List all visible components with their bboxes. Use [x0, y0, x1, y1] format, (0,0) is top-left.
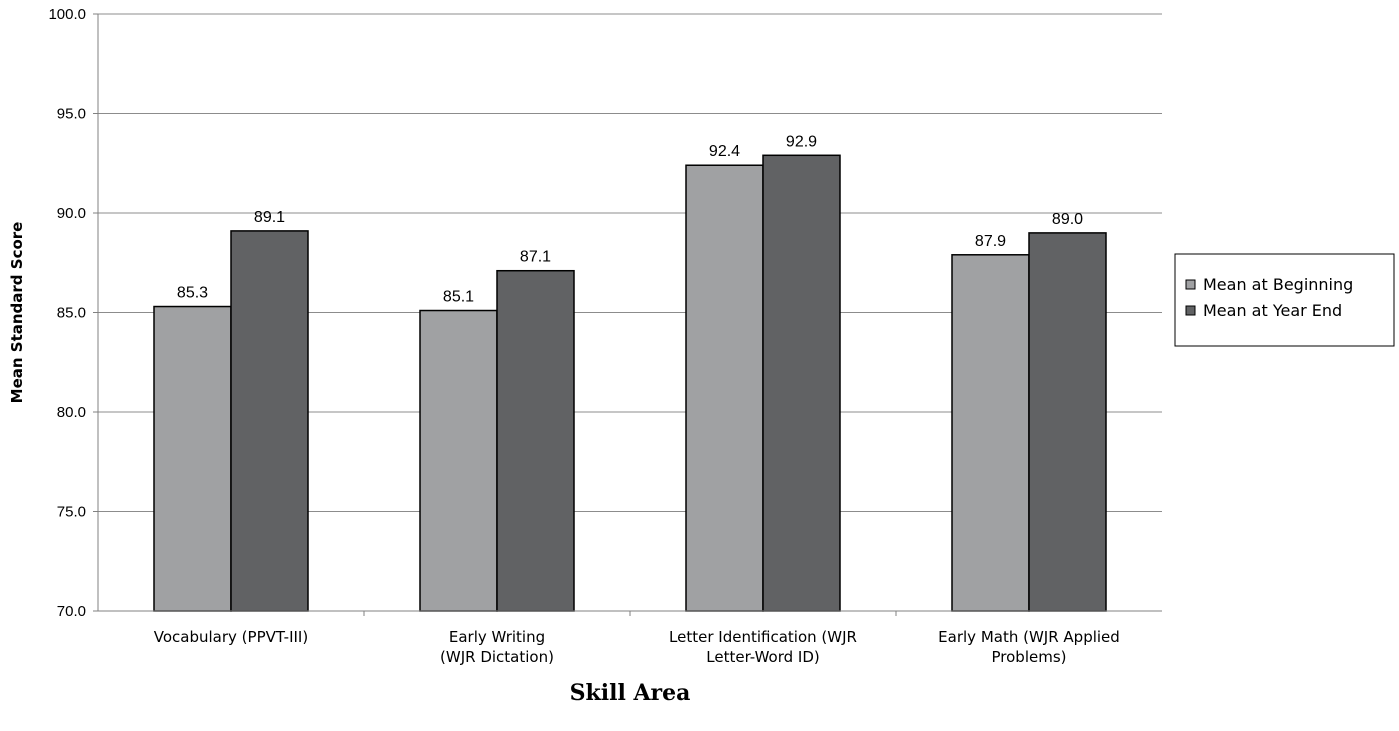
x-axis-label: Skill Area: [570, 680, 691, 706]
x-category-label: Letter Identification (WJR: [669, 628, 857, 646]
y-tick-label: 80.0: [57, 404, 86, 421]
data-label: 92.9: [786, 133, 817, 150]
x-category-label: Problems): [992, 648, 1067, 666]
data-label: 92.4: [709, 143, 740, 160]
bar: [685, 164, 764, 612]
bar: [1028, 232, 1107, 612]
data-label: 85.3: [177, 285, 208, 302]
data-labels: 85.3 89.1 85.1 87.1 92.4 92.9 87.9 89.0: [177, 133, 1083, 305]
data-label: 85.1: [443, 289, 474, 306]
legend: Mean at Beginning Mean at Year End: [1174, 253, 1395, 347]
legend-box: [1174, 253, 1395, 347]
data-label: 87.1: [520, 249, 551, 266]
legend-swatch: [1185, 279, 1196, 290]
y-tick-label: 100.0: [48, 6, 86, 23]
x-category-label: Early Writing: [449, 628, 545, 646]
legend-swatch: [1185, 305, 1196, 316]
x-category-label: Early Math (WJR Applied: [938, 628, 1120, 646]
x-category-label: (WJR Dictation): [440, 648, 554, 666]
bar: [419, 309, 498, 612]
y-axis-ticks: 70.0 75.0 80.0 85.0 90.0 95.0 100.0: [48, 6, 98, 620]
x-category-label: Letter-Word ID): [706, 648, 819, 666]
data-label: 89.0: [1052, 211, 1083, 228]
y-tick-label: 70.0: [57, 603, 86, 620]
y-axis-label: Mean Standard Score: [8, 222, 26, 404]
data-label: 89.1: [254, 209, 285, 226]
data-label: 87.9: [975, 233, 1006, 250]
bar: [951, 254, 1030, 612]
bar: [496, 269, 575, 612]
legend-entry: Mean at Year End: [1203, 301, 1342, 320]
y-tick-label: 95.0: [57, 106, 86, 123]
bars: [153, 154, 1107, 612]
bar: [153, 305, 232, 612]
bar: [762, 154, 841, 612]
y-tick-label: 90.0: [57, 205, 86, 222]
x-axis-categories: Vocabulary (PPVT-III) Early Writing (WJR D…: [154, 611, 1120, 666]
legend-entry: Mean at Beginning: [1203, 275, 1353, 294]
x-category-label: Vocabulary (PPVT-III): [154, 628, 308, 646]
y-tick-label: 75.0: [57, 504, 86, 521]
bar: [230, 230, 309, 612]
y-tick-label: 85.0: [57, 305, 86, 322]
